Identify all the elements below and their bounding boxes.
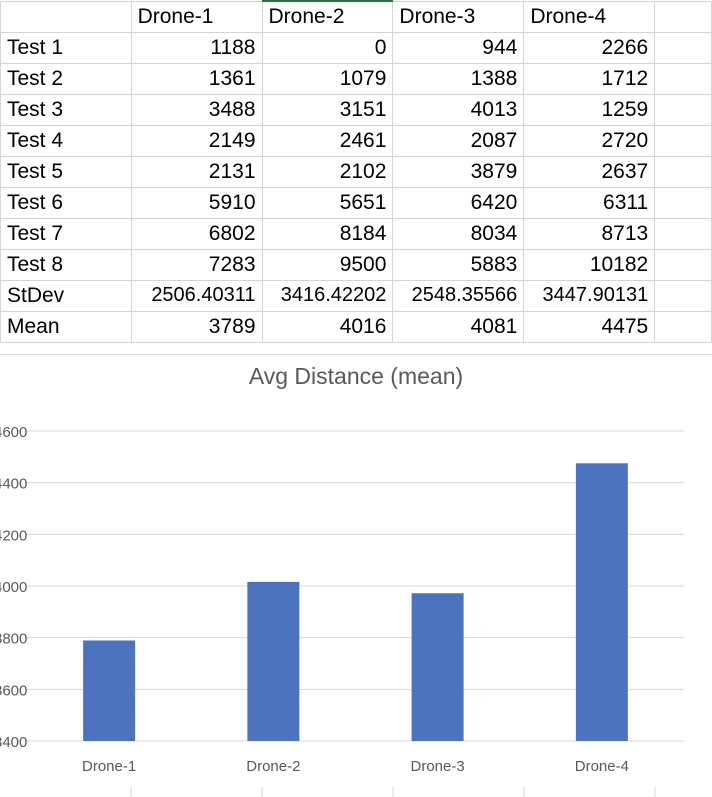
chart-plot: 4600 4400 4200 4000 3800 3600 3400 Drone-1 Drone… — [0, 424, 684, 797]
bar-drone-4[interactable] — [575, 463, 628, 741]
empty-cell[interactable] — [654, 217, 712, 250]
value-cell[interactable]: 2720 — [523, 124, 656, 157]
x-tick-label: Drone-1 — [82, 758, 136, 775]
column-header[interactable]: Drone-2 — [261, 0, 394, 33]
column-header[interactable]: Drone-3 — [392, 0, 525, 33]
value-cell[interactable]: 2087 — [392, 124, 525, 157]
empty-cell[interactable] — [654, 155, 712, 188]
header-row: Drone-1 Drone-2 Drone-3 Drone-4 — [0, 0, 712, 33]
value-cell[interactable]: 9500 — [261, 248, 394, 281]
row-label-cell[interactable]: Test 6 — [0, 186, 132, 219]
x-tick-label: Drone-3 — [411, 758, 465, 775]
value-cell[interactable]: 5910 — [130, 186, 263, 219]
value-cell[interactable]: 3879 — [392, 155, 525, 188]
value-cell[interactable]: 1388 — [392, 62, 525, 95]
value-cell[interactable]: 0 — [261, 31, 394, 64]
column-header[interactable]: Drone-1 — [130, 0, 263, 33]
row-label-cell[interactable]: Test 5 — [0, 155, 132, 188]
empty-cell[interactable] — [654, 248, 712, 281]
value-cell[interactable]: 944 — [392, 31, 525, 64]
value-cell[interactable]: 2266 — [523, 31, 656, 64]
value-cell[interactable]: 1188 — [130, 31, 263, 64]
empty-cell[interactable] — [654, 124, 712, 157]
y-tick-label: 4000 — [0, 579, 27, 596]
row-label-cell[interactable]: Test 3 — [0, 93, 132, 126]
value-cell[interactable]: 3447.90131 — [523, 279, 656, 312]
table-row: StDev 2506.40311 3416.42202 2548.35566 3447.… — [0, 279, 712, 312]
value-cell[interactable]: 3789 — [130, 310, 263, 343]
value-cell[interactable]: 6420 — [392, 186, 525, 219]
row-label-cell[interactable]: StDev — [0, 279, 132, 312]
value-cell[interactable]: 6311 — [523, 186, 656, 219]
bar-drone-3[interactable] — [411, 593, 464, 741]
corner-cell[interactable] — [0, 0, 132, 33]
value-cell[interactable]: 10182 — [523, 248, 656, 281]
value-cell[interactable]: 1079 — [261, 62, 394, 95]
y-tick-label: 4600 — [0, 424, 27, 441]
y-tick-label: 4200 — [0, 527, 27, 544]
value-cell[interactable]: 4475 — [523, 310, 656, 343]
x-tick-label: Drone-2 — [246, 758, 300, 775]
empty-cell[interactable] — [654, 0, 712, 33]
empty-cell[interactable] — [654, 279, 712, 312]
value-cell[interactable]: 5883 — [392, 248, 525, 281]
row-label-cell[interactable]: Test 8 — [0, 248, 132, 281]
value-cell[interactable]: 5651 — [261, 186, 394, 219]
y-tick-label: 4400 — [0, 476, 27, 493]
table-row: Test 2 1361 1079 1388 1712 — [0, 62, 712, 95]
value-cell[interactable]: 1259 — [523, 93, 656, 126]
value-cell[interactable]: 4081 — [392, 310, 525, 343]
bar-chart[interactable]: Avg Distance (mean) 4600 4400 4200 4000 3800… — [0, 354, 712, 797]
value-cell[interactable]: 2506.40311 — [130, 279, 263, 312]
y-tick-label: 3400 — [0, 734, 27, 751]
chart-title: Avg Distance (mean) — [248, 363, 464, 389]
x-tick-label: Drone-4 — [575, 758, 629, 775]
empty-cell[interactable] — [654, 310, 712, 343]
row-label-cell[interactable]: Test 1 — [0, 31, 132, 64]
table-row: Test 4 2149 2461 2087 2720 — [0, 124, 712, 157]
row-label-cell[interactable]: Test 7 — [0, 217, 132, 250]
row-label-cell[interactable]: Mean — [0, 310, 132, 343]
bar-drone-2[interactable] — [247, 581, 300, 741]
value-cell[interactable]: 4016 — [261, 310, 394, 343]
value-cell[interactable]: 7283 — [130, 248, 263, 281]
column-header[interactable]: Drone-4 — [523, 0, 656, 33]
value-cell[interactable]: 4013 — [392, 93, 525, 126]
value-cell[interactable]: 2149 — [130, 124, 263, 157]
value-cell[interactable]: 3488 — [130, 93, 263, 126]
value-cell[interactable]: 3151 — [261, 93, 394, 126]
row-label-cell[interactable]: Test 4 — [0, 124, 132, 157]
value-cell[interactable]: 3416.42202 — [261, 279, 394, 312]
empty-cell[interactable] — [654, 62, 712, 95]
value-cell[interactable]: 2637 — [523, 155, 656, 188]
value-cell[interactable]: 6802 — [130, 217, 263, 250]
spreadsheet-table: Drone-1 Drone-2 Drone-3 Drone-4 Test 1 1188 0 9… — [0, 0, 712, 343]
table-row: Test 7 6802 8184 8034 8713 — [0, 217, 712, 250]
y-tick-label: 3800 — [0, 631, 27, 648]
value-cell[interactable]: 8713 — [523, 217, 656, 250]
value-cell[interactable]: 8034 — [392, 217, 525, 250]
value-cell[interactable]: 2548.35566 — [392, 279, 525, 312]
bar-drone-1[interactable] — [83, 640, 136, 741]
table-row: Test 3 3488 3151 4013 1259 — [0, 93, 712, 126]
value-cell[interactable]: 2461 — [261, 124, 394, 157]
table-row: Test 1 1188 0 944 2266 — [0, 31, 712, 64]
table-row: Test 5 2131 2102 3879 2637 — [0, 155, 712, 188]
empty-cell[interactable] — [654, 31, 712, 64]
empty-cell[interactable] — [654, 186, 712, 219]
table-row: Test 6 5910 5651 6420 6311 — [0, 186, 712, 219]
value-cell[interactable]: 1712 — [523, 62, 656, 95]
value-cell[interactable]: 1361 — [130, 62, 263, 95]
empty-cell[interactable] — [654, 93, 712, 126]
table-row: Mean 3789 4016 4081 4475 — [0, 310, 712, 343]
table-row: Test 8 7283 9500 5883 10182 — [0, 248, 712, 281]
value-cell[interactable]: 2131 — [130, 155, 263, 188]
value-cell[interactable]: 2102 — [261, 155, 394, 188]
row-label-cell[interactable]: Test 2 — [0, 62, 132, 95]
y-tick-label: 3600 — [0, 682, 27, 699]
value-cell[interactable]: 8184 — [261, 217, 394, 250]
